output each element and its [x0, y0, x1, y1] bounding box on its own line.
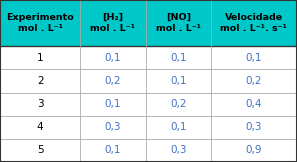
Text: 0,2: 0,2	[105, 76, 121, 86]
Bar	[0, 46, 80, 69]
Bar	[211, 69, 297, 93]
Text: 5: 5	[37, 145, 43, 155]
Bar	[80, 139, 146, 162]
Bar	[0, 93, 80, 116]
Text: 3: 3	[37, 99, 43, 109]
Bar	[0, 139, 80, 162]
Bar	[0, 116, 80, 139]
Text: 0,4: 0,4	[246, 99, 262, 109]
Text: 0,1: 0,1	[170, 53, 187, 63]
Text: 0,3: 0,3	[246, 122, 262, 132]
Bar	[80, 116, 146, 139]
Text: 1: 1	[37, 53, 43, 63]
Bar	[211, 93, 297, 116]
Text: 0,2: 0,2	[170, 99, 187, 109]
Text: Velocidade
mol . L⁻¹. s⁻¹: Velocidade mol . L⁻¹. s⁻¹	[220, 13, 287, 33]
Bar	[146, 116, 211, 139]
Text: 0,1: 0,1	[105, 145, 121, 155]
Bar	[146, 93, 211, 116]
Text: 0,9: 0,9	[246, 145, 262, 155]
Text: [NO]
mol . L⁻¹: [NO] mol . L⁻¹	[156, 13, 201, 33]
Bar	[0, 69, 80, 93]
Text: 0,1: 0,1	[170, 122, 187, 132]
Bar	[80, 0, 146, 46]
Text: 4: 4	[37, 122, 43, 132]
Text: 0,3: 0,3	[170, 145, 187, 155]
Bar	[80, 46, 146, 69]
Bar	[80, 93, 146, 116]
Text: Experimento
mol . L⁻¹: Experimento mol . L⁻¹	[6, 13, 74, 33]
Bar	[0, 0, 80, 46]
Bar	[146, 139, 211, 162]
Text: 2: 2	[37, 76, 43, 86]
Bar	[211, 116, 297, 139]
Bar	[146, 46, 211, 69]
Text: 0,1: 0,1	[105, 53, 121, 63]
Bar	[146, 0, 211, 46]
Text: [H₂]
mol . L⁻¹: [H₂] mol . L⁻¹	[90, 13, 135, 33]
Bar	[146, 69, 211, 93]
Text: 0,1: 0,1	[246, 53, 262, 63]
Text: 0,3: 0,3	[105, 122, 121, 132]
Bar	[211, 46, 297, 69]
Text: 0,2: 0,2	[246, 76, 262, 86]
Bar	[211, 0, 297, 46]
Text: 0,1: 0,1	[170, 76, 187, 86]
Text: 0,1: 0,1	[105, 99, 121, 109]
Bar	[211, 139, 297, 162]
Bar	[80, 69, 146, 93]
